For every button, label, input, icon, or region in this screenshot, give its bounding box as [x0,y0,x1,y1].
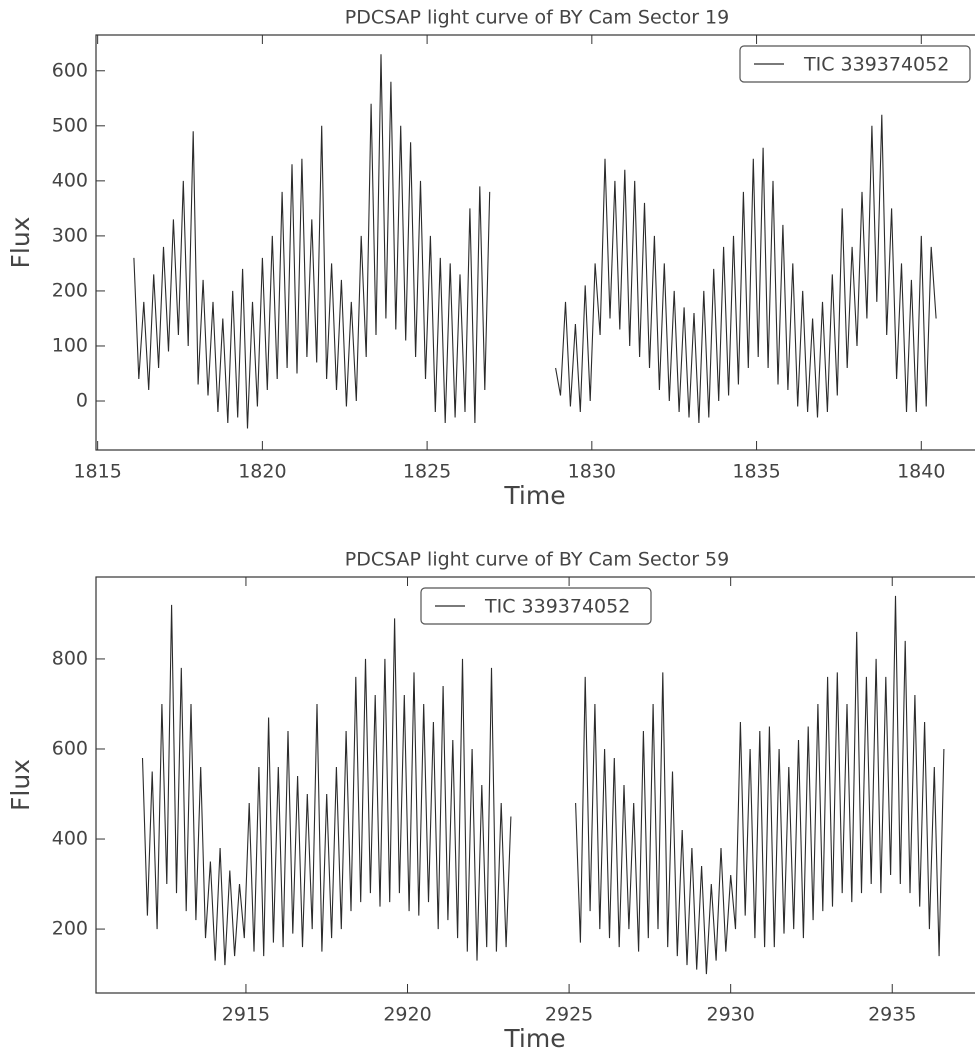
x-axis-label: Time [503,481,565,510]
y-tick-label: 100 [52,334,88,356]
x-tick-label: 2925 [545,1004,593,1026]
y-axis-label: Flux [6,759,35,811]
light-curve [133,54,937,429]
y-tick-label: 600 [52,59,88,81]
y-tick-label: 400 [52,828,88,850]
legend-label: TIC 339374052 [803,54,949,76]
x-tick-label: 2920 [383,1004,431,1026]
y-tick-label: 0 [76,390,88,412]
x-tick-label: 1830 [568,461,616,483]
x-tick-label: 2935 [868,1004,916,1026]
x-axis-label: Time [503,1024,565,1053]
x-tick-label: 1820 [238,461,286,483]
axes-frame [95,34,975,451]
legend-label: TIC 339374052 [484,596,630,618]
legend-box [739,45,971,83]
light-curve [141,595,945,975]
y-axis-label: Flux [6,217,35,269]
x-tick-label: 1815 [73,461,121,483]
x-tick-label: 1825 [403,461,451,483]
y-tick-label: 300 [52,224,88,246]
y-tick-label: 200 [52,279,88,301]
y-tick-label: 600 [52,737,88,759]
y-tick-label: 500 [52,114,88,136]
x-tick-label: 2930 [706,1004,754,1026]
x-tick-label: 1840 [897,461,945,483]
axes-frame [95,576,975,994]
y-tick-label: 800 [52,647,88,669]
legend-box [420,587,652,625]
x-tick-label: 2915 [222,1004,270,1026]
chart-title: PDCSAP light curve of BY Cam Sector 19 [345,7,729,29]
x-tick-label: 1835 [732,461,780,483]
chart-title: PDCSAP light curve of BY Cam Sector 59 [345,549,729,571]
y-tick-label: 200 [52,918,88,940]
y-tick-label: 400 [52,169,88,191]
